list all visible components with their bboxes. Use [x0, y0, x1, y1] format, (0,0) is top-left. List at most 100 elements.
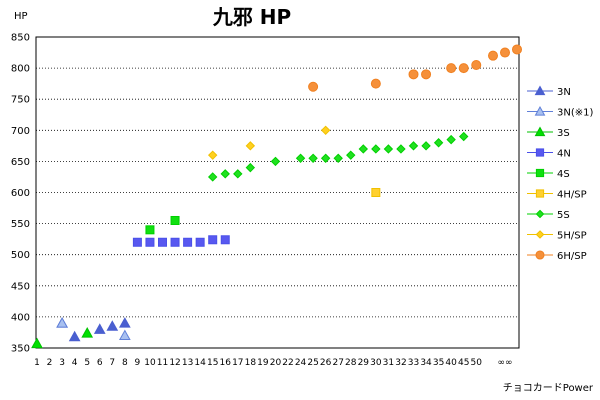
data-point [446, 134, 456, 145]
legend-label: 4S [557, 169, 570, 180]
x-tick-label: 22 [282, 358, 293, 368]
x-tick-label: 19 [257, 358, 269, 368]
y-tick-label: 400 [11, 312, 30, 323]
data-point [207, 150, 218, 160]
plot-area [35, 36, 520, 349]
legend-label: 3S [557, 128, 570, 139]
data-point [220, 169, 230, 179]
x-axis-label: チョコカードPower [503, 382, 594, 394]
y-tick-labels: 350 400 450 500 550 600 650 700 750 800 850 [11, 33, 30, 355]
y-tick-label: 850 [11, 33, 30, 44]
data-point [308, 153, 318, 163]
data-point [433, 138, 444, 148]
legend-marker [534, 105, 546, 116]
x-tick-label: 27 [332, 358, 343, 368]
x-tick-label: 35 [433, 358, 444, 368]
legend-label: 3N(※1) [557, 108, 593, 119]
data-point [500, 47, 510, 58]
data-point [370, 78, 381, 89]
x-tick-label: 5 [84, 358, 90, 368]
legend-marker [535, 189, 545, 198]
data-point [488, 50, 498, 61]
x-tick-label: 24 [295, 358, 307, 368]
legend-marker [534, 85, 546, 96]
data-point [320, 125, 331, 136]
x-tick-label: 34 [420, 358, 432, 368]
legend-label: 6H/SP [557, 251, 587, 262]
data-point [408, 141, 419, 151]
x-tick-label: 20 [270, 358, 282, 368]
x-tick-label: 10 [144, 358, 156, 368]
data-point [195, 237, 205, 247]
data-point [333, 153, 343, 163]
data-point [158, 237, 167, 247]
data-point [408, 69, 419, 80]
legend-marker [535, 250, 545, 260]
x-tick-labels: 1 2 3 4 5 6 7 8 9 10 11 12 13 14 15 16 17 18 19 20 22 24 25 26 2… [34, 358, 512, 368]
legend-marker [535, 148, 545, 157]
x-tick-label: 2 [47, 358, 53, 368]
chart-title: 九邪 HP [212, 5, 291, 29]
data-point [119, 329, 131, 341]
legend-marker [534, 126, 546, 137]
y-tick-label: 350 [11, 344, 30, 355]
x-tick-label: 7 [109, 358, 115, 368]
legend-label: 3N [557, 87, 571, 98]
x-tick-label: 30 [370, 358, 382, 368]
legend-label: 5S [557, 210, 570, 221]
data-point [145, 225, 155, 235]
legend: 3N 3N(※1) 3S 4N 4S 4H/SP 5S 5H/SP 6H/SP [527, 85, 593, 262]
y-tick-label: 650 [11, 157, 30, 168]
data-point [295, 153, 306, 163]
x-tick-label: 14 [194, 358, 206, 368]
x-tick-label: 4 [72, 358, 78, 368]
data-point [458, 63, 469, 74]
data-point [270, 156, 281, 167]
data-point [446, 63, 457, 74]
data-markers [31, 44, 522, 349]
data-point [31, 337, 43, 349]
x-tick-label: 17 [232, 358, 243, 368]
x-tick-label: 31 [383, 358, 394, 368]
legend-label: 4N [557, 149, 571, 160]
data-point [56, 317, 68, 328]
data-point [245, 141, 256, 151]
x-tick-label: 9 [135, 358, 141, 368]
data-point [233, 169, 243, 179]
x-tick-label: 11 [157, 358, 168, 368]
x-tick-label: 28 [345, 358, 357, 368]
x-tick-label: 13 [182, 358, 193, 368]
x-tick-label: 40 [445, 358, 457, 368]
x-tick-label: 8 [122, 358, 128, 368]
x-tick-label: 6 [97, 358, 103, 368]
data-point [371, 144, 381, 154]
data-point [346, 150, 356, 160]
data-point [132, 237, 142, 247]
y-tick-label: 500 [11, 250, 30, 261]
data-point [245, 162, 256, 173]
data-point [183, 237, 193, 247]
data-point [421, 69, 432, 80]
data-point [371, 188, 381, 197]
grid-lines [36, 67, 519, 318]
data-point [170, 215, 180, 225]
data-point [208, 235, 218, 245]
data-point [421, 141, 431, 151]
x-tick-label: 12 [169, 358, 180, 368]
data-point [458, 131, 469, 142]
x-tick-label: 26 [320, 358, 332, 368]
y-axis-label: HP [14, 11, 28, 22]
data-point [119, 317, 131, 328]
legend-label: 4H/SP [557, 190, 587, 201]
x-tick-label: 1 [34, 358, 40, 368]
data-point [106, 320, 119, 331]
data-point [358, 144, 369, 154]
data-point [512, 44, 522, 55]
legend-marker [535, 209, 545, 219]
legend-marker [535, 230, 545, 239]
data-point [220, 235, 230, 245]
data-point [471, 59, 482, 70]
y-tick-label: 800 [11, 64, 30, 75]
legend-label: 5H/SP [557, 231, 587, 242]
